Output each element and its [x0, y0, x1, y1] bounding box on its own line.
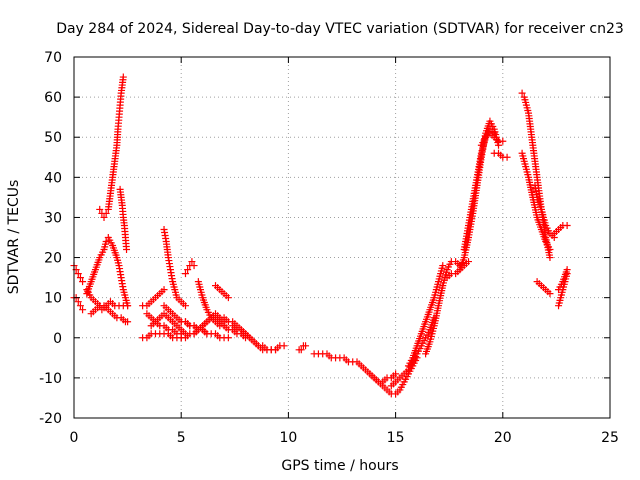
data-series	[422, 258, 464, 358]
data-points-layer	[70, 73, 571, 398]
chart-title: Day 284 of 2024, Sidereal Day-to-day VTE…	[56, 21, 624, 37]
data-series	[104, 73, 127, 213]
x-tick-label: 0	[70, 430, 79, 446]
data-point	[160, 286, 168, 294]
data-point	[119, 73, 127, 81]
data-point	[224, 334, 232, 342]
data-series	[555, 266, 571, 294]
x-tick-label: 20	[494, 430, 512, 446]
y-tick-label: 30	[44, 210, 62, 226]
y-tick-label: -10	[39, 371, 62, 387]
data-series	[295, 342, 310, 354]
data-point	[188, 258, 196, 266]
data-point	[563, 221, 571, 229]
y-tick-label: 70	[44, 50, 62, 66]
data-point	[76, 274, 84, 282]
data-point	[184, 266, 192, 274]
data-point	[76, 302, 84, 310]
x-tick-label: 10	[279, 430, 297, 446]
data-point	[190, 262, 198, 270]
data-series	[96, 205, 110, 221]
data-series	[212, 282, 232, 302]
data-point	[181, 270, 189, 278]
data-series	[83, 234, 132, 310]
y-tick-labels: -20 -10 0 10 20 30 40 50 60 70	[39, 50, 62, 427]
y-axis-label: SDTVAR / TECUs	[6, 180, 22, 295]
data-point	[439, 262, 447, 270]
data-point	[280, 342, 288, 350]
data-series	[160, 225, 189, 310]
ticks-layer	[73, 56, 611, 419]
data-point	[74, 270, 82, 278]
data-series	[533, 278, 554, 298]
data-series	[550, 221, 571, 237]
data-point	[546, 254, 554, 262]
data-point	[79, 278, 87, 286]
data-point	[224, 294, 232, 302]
data-series	[139, 286, 168, 310]
data-point	[74, 298, 82, 306]
x-tick-label: 25	[601, 430, 619, 446]
y-tick-label: 50	[44, 130, 62, 146]
data-point	[96, 205, 104, 213]
y-tick-label: 20	[44, 251, 62, 267]
x-tick-label: 15	[387, 430, 405, 446]
data-point	[499, 137, 507, 145]
data-point	[546, 246, 554, 254]
data-point	[102, 238, 110, 246]
data-point	[181, 302, 189, 310]
data-point	[102, 209, 110, 217]
data-series	[229, 322, 280, 354]
y-tick-label: 0	[53, 331, 62, 347]
y-tick-label: -20	[39, 411, 62, 427]
data-point	[546, 290, 554, 298]
data-point	[503, 153, 511, 161]
data-point	[124, 302, 132, 310]
x-axis-label: GPS time / hours	[281, 458, 398, 474]
data-series	[404, 262, 447, 370]
data-series	[181, 258, 198, 278]
data-point	[392, 370, 400, 378]
data-series	[518, 149, 554, 254]
data-point	[79, 306, 87, 314]
x-tick-labels: 0 5 10 15 20 25	[70, 430, 619, 446]
data-series	[116, 185, 131, 254]
plot-frame	[73, 56, 611, 419]
data-series	[490, 149, 511, 161]
y-tick-label: 60	[44, 90, 62, 106]
data-point	[302, 342, 310, 350]
data-point	[563, 266, 571, 274]
data-point	[464, 258, 472, 266]
data-point	[272, 346, 280, 354]
data-point	[297, 346, 305, 354]
y-tick-label: 10	[44, 291, 62, 307]
x-tick-label: 5	[177, 430, 186, 446]
data-point	[124, 318, 132, 326]
data-series	[87, 302, 132, 326]
data-series	[147, 310, 189, 338]
data-point	[100, 213, 108, 221]
y-tick-label: 40	[44, 170, 62, 186]
data-point	[518, 89, 526, 97]
data-series	[477, 129, 507, 149]
data-point	[123, 246, 131, 254]
grid-layer	[74, 57, 610, 418]
